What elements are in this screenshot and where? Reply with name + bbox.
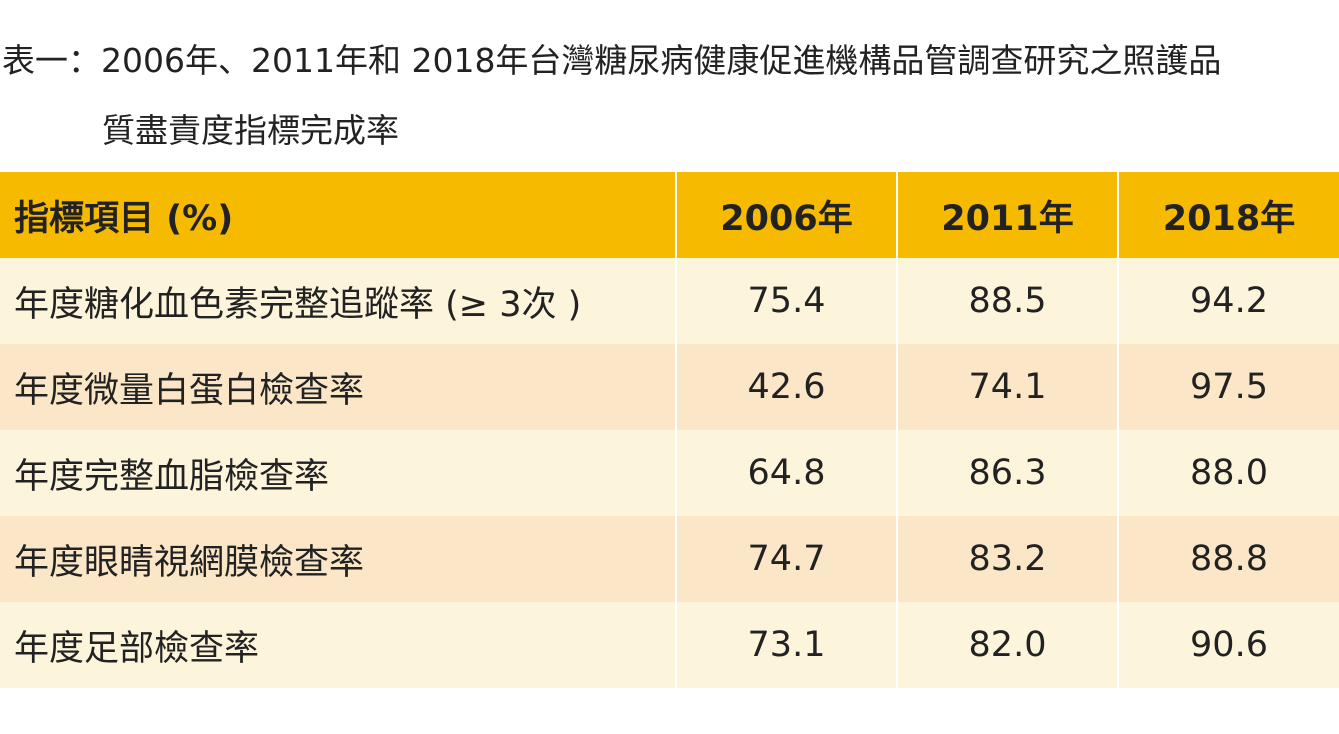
cell-2006: 42.6 (675, 344, 897, 430)
row-label: 年度糖化血色素完整追蹤率 (≥ 3次 ) (0, 258, 676, 344)
cell-2011: 88.5 (896, 258, 1118, 344)
header-year-2018: 2018年 (1117, 172, 1339, 258)
cell-2011: 82.0 (896, 602, 1118, 688)
cell-2018: 94.2 (1117, 258, 1339, 344)
caption-line-1: 表一：2006年、2011年和 2018年台灣糖尿病健康促進機構品管調查研究之照… (2, 41, 1222, 80)
header-year-2006: 2006年 (675, 172, 897, 258)
table-row: 年度微量白蛋白檢查率 42.6 74.1 97.5 (0, 344, 1339, 430)
row-label: 年度眼睛視網膜檢查率 (0, 516, 676, 602)
cell-2006: 64.8 (675, 430, 897, 516)
table-row: 年度糖化血色素完整追蹤率 (≥ 3次 ) 75.4 88.5 94.2 (0, 258, 1339, 344)
caption-line-2: 質盡責度指標完成率 (102, 111, 399, 150)
cell-2006: 73.1 (675, 602, 897, 688)
row-label: 年度微量白蛋白檢查率 (0, 344, 676, 430)
header-year-2011: 2011年 (896, 172, 1118, 258)
cell-2018: 97.5 (1117, 344, 1339, 430)
table-row: 年度足部檢查率 73.1 82.0 90.6 (0, 602, 1339, 688)
cell-2018: 90.6 (1117, 602, 1339, 688)
table-row: 年度完整血脂檢查率 64.8 86.3 88.0 (0, 430, 1339, 516)
row-label: 年度完整血脂檢查率 (0, 430, 676, 516)
row-label: 年度足部檢查率 (0, 602, 676, 688)
table-header-row: 指標項目 (%) 2006年 2011年 2018年 (0, 172, 1339, 258)
cell-2011: 83.2 (896, 516, 1118, 602)
cell-2011: 86.3 (896, 430, 1118, 516)
cell-2011: 74.1 (896, 344, 1118, 430)
cell-2018: 88.8 (1117, 516, 1339, 602)
header-indicator: 指標項目 (%) (0, 172, 676, 258)
cell-2018: 88.0 (1117, 430, 1339, 516)
table-row: 年度眼睛視網膜檢查率 74.7 83.2 88.8 (0, 516, 1339, 602)
care-quality-table: 指標項目 (%) 2006年 2011年 2018年 年度糖化血色素完整追蹤率 … (0, 172, 1339, 688)
table-caption: 表一：2006年、2011年和 2018年台灣糖尿病健康促進機構品管調查研究之照… (0, 36, 1339, 156)
cell-2006: 75.4 (675, 258, 897, 344)
cell-2006: 74.7 (675, 516, 897, 602)
